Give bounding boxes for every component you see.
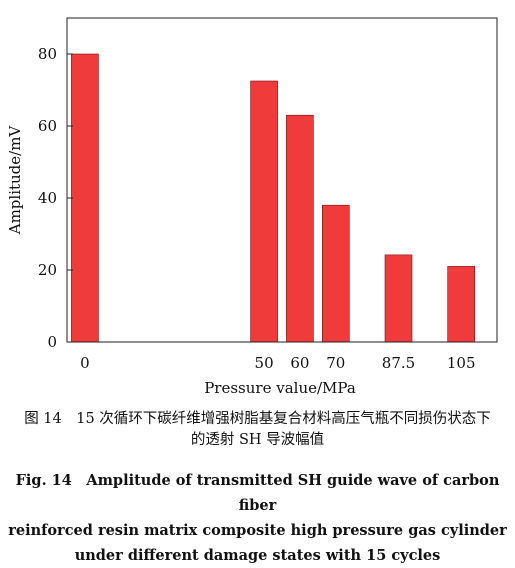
- caption-en-line-2: reinforced resin matrix composite high p…: [8, 522, 507, 539]
- figure-caption-chinese: 图 14 15 次循环下碳纤维增强树脂基复合材料高压气瓶不同损伤状态下 的透射 …: [0, 409, 515, 451]
- bar-chart: 0 20 40 60 80 0 50 60 70 87.5 105 Amplitude/mV Pr…: [6, 17, 498, 397]
- bar-50: [250, 80, 278, 343]
- caption-cn-line-2: 的透射 SH 导波幅值: [190, 432, 325, 448]
- x-tick-label: 50: [255, 354, 274, 372]
- x-axis-title: Pressure value/MPa: [204, 379, 356, 397]
- x-tick-label: 105: [447, 354, 476, 372]
- x-tick-label: 87.5: [382, 354, 415, 372]
- caption-en-line-1: Fig. 14 Amplitude of transmitted SH guid…: [15, 472, 500, 514]
- plot-frame: [66, 17, 498, 343]
- y-tick-label: 40: [38, 189, 57, 207]
- caption-cn-line-1: 图 14 15 次循环下碳纤维增强树脂基复合材料高压气瓶不同损伤状态下: [24, 411, 491, 427]
- x-axis-ticks: 0 50 60 70 87.5 105: [80, 354, 475, 372]
- bar-87.5: [384, 254, 413, 343]
- y-tick-label: 20: [38, 261, 57, 279]
- x-tick-label: 60: [290, 354, 309, 372]
- y-axis-title: Amplitude/mV: [6, 125, 24, 236]
- figure-caption-english: Fig. 14 Amplitude of transmitted SH guid…: [0, 468, 515, 568]
- x-tick-label: 70: [326, 354, 345, 372]
- y-axis-ticks: 0 20 40 60 80: [38, 45, 73, 351]
- bar-70: [321, 204, 350, 343]
- y-tick-label: 60: [38, 117, 57, 135]
- bar-105: [447, 266, 476, 343]
- x-tick-label: 0: [80, 354, 90, 372]
- y-tick-label: 80: [38, 45, 57, 63]
- bar-0: [71, 53, 99, 343]
- y-tick-label: 0: [47, 333, 57, 351]
- bars-group: [71, 53, 476, 343]
- bar-60: [286, 114, 314, 343]
- caption-en-line-3: under different damage states with 15 cy…: [74, 547, 441, 564]
